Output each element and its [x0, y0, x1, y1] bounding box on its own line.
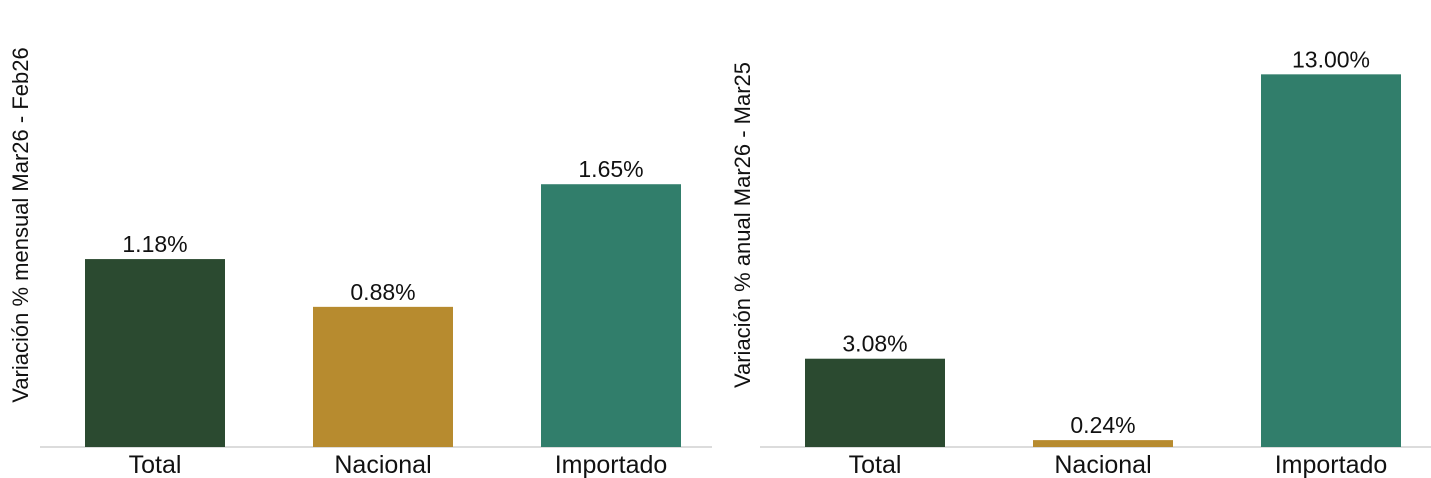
y-axis-label: Variación % anual Mar26 - Mar25	[730, 62, 755, 388]
bars: 3.08% Total 0.24% Nacional 13.00% Importado	[805, 46, 1401, 478]
bars: 1.18% Total 0.88% Nacional 1.65% Importado	[85, 156, 681, 478]
y-axis-label: Variación % mensual Mar26 - Feb26	[8, 47, 33, 402]
data-label-importado: 1.65%	[578, 156, 643, 182]
data-label-total: 1.18%	[122, 231, 187, 257]
x-tick-label-total: Total	[129, 451, 182, 478]
data-label-nacional: 0.24%	[1070, 412, 1135, 438]
monthly-variation-chart: Variación % mensual Mar26 - Feb26 1.18% T…	[8, 47, 712, 478]
data-label-nacional: 0.88%	[350, 279, 415, 305]
x-tick-label-nacional: Nacional	[1054, 451, 1151, 478]
data-label-importado: 13.00%	[1292, 46, 1370, 72]
bar-nacional	[1033, 440, 1173, 447]
bar-nacional	[313, 306, 453, 447]
annual-variation-chart: Variación % anual Mar26 - Mar25 3.08% Tot…	[730, 46, 1431, 478]
x-tick-label-importado: Importado	[1275, 451, 1388, 478]
x-tick-label-total: Total	[849, 451, 902, 478]
data-label-total: 3.08%	[842, 331, 907, 357]
bar-total	[805, 358, 945, 447]
x-tick-label-importado: Importado	[555, 451, 668, 478]
bar-importado	[541, 184, 681, 447]
bar-importado	[1261, 74, 1401, 447]
bar-total	[85, 259, 225, 447]
x-tick-label-nacional: Nacional	[334, 451, 431, 478]
